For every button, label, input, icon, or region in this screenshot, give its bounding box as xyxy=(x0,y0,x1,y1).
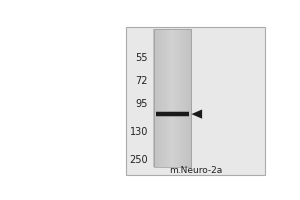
Bar xyxy=(178,29,179,167)
Bar xyxy=(188,29,189,167)
Bar xyxy=(169,29,171,167)
Bar xyxy=(166,29,167,167)
Bar xyxy=(182,29,183,167)
Bar xyxy=(190,29,192,167)
Bar xyxy=(156,111,189,117)
Bar xyxy=(167,29,168,167)
Bar xyxy=(180,29,181,167)
Bar xyxy=(175,29,176,167)
Bar xyxy=(154,29,155,167)
Text: m.Neuro-2a: m.Neuro-2a xyxy=(169,166,222,175)
Bar xyxy=(164,29,165,167)
Bar xyxy=(187,29,188,167)
Bar xyxy=(185,29,186,167)
Bar xyxy=(156,29,157,167)
Bar xyxy=(154,29,191,167)
Bar xyxy=(157,29,158,167)
Bar xyxy=(156,111,189,117)
Bar xyxy=(170,29,172,167)
Bar xyxy=(156,112,189,116)
Bar xyxy=(183,29,184,167)
Bar xyxy=(156,112,189,116)
Bar xyxy=(181,29,182,167)
Bar xyxy=(177,29,178,167)
Bar xyxy=(156,112,189,116)
Bar xyxy=(174,29,175,167)
Bar xyxy=(153,29,154,167)
Bar xyxy=(155,29,156,167)
Bar xyxy=(171,29,172,167)
Bar xyxy=(189,29,190,167)
Bar xyxy=(169,29,170,167)
Bar xyxy=(126,27,266,175)
Bar xyxy=(165,29,166,167)
Bar xyxy=(159,29,160,167)
Bar xyxy=(186,29,187,167)
Bar xyxy=(173,29,175,167)
Bar xyxy=(160,29,161,167)
Bar xyxy=(161,29,162,167)
Bar xyxy=(168,29,169,167)
Bar xyxy=(163,29,164,167)
Bar xyxy=(184,29,185,167)
Text: 250: 250 xyxy=(129,155,148,165)
Bar xyxy=(179,29,180,167)
Polygon shape xyxy=(191,109,202,119)
Bar xyxy=(176,29,177,167)
Text: 130: 130 xyxy=(130,127,148,137)
Text: 55: 55 xyxy=(135,53,148,63)
Bar xyxy=(190,29,191,167)
Bar xyxy=(172,29,173,167)
Bar xyxy=(158,29,159,167)
Text: 72: 72 xyxy=(135,76,148,86)
Text: 95: 95 xyxy=(136,99,148,109)
Bar xyxy=(162,29,163,167)
